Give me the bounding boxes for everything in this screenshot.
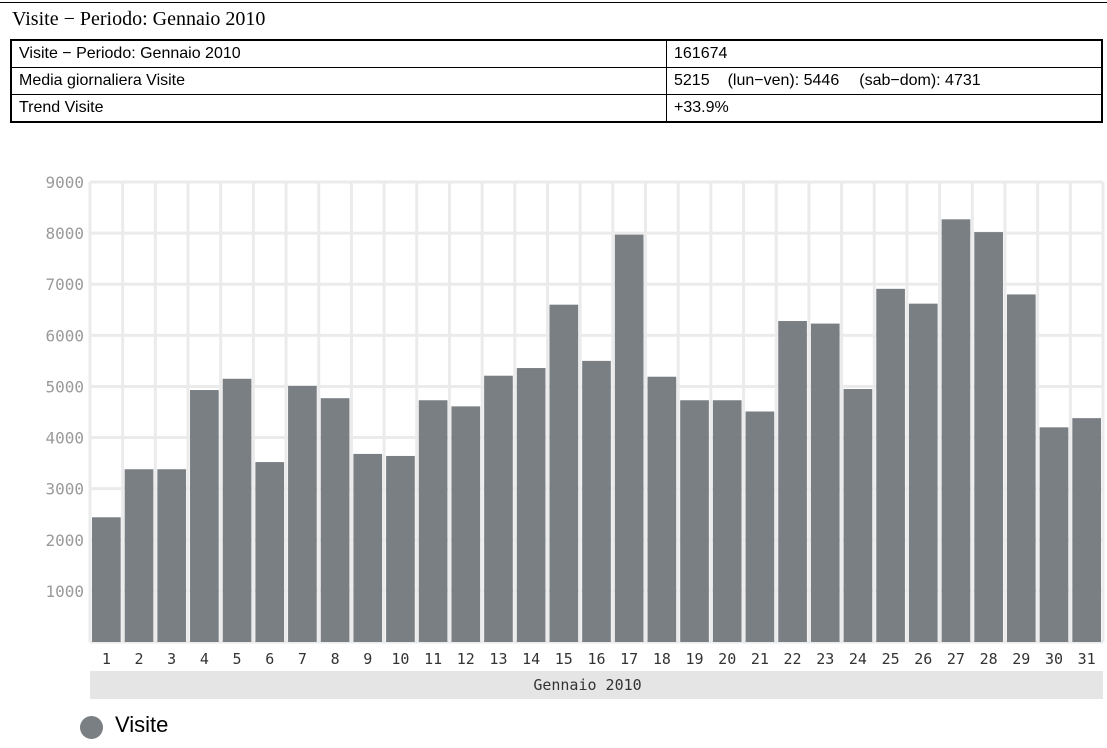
y-tick-label: 5000 <box>45 377 84 396</box>
average-weekday: (lun−ven): 5446 <box>727 72 840 89</box>
bar-27 <box>941 219 971 643</box>
average-cell: 5215 (lun−ven): 5446 (sab−dom): 4731 <box>666 67 1103 95</box>
bar-23 <box>810 323 840 642</box>
bar-30 <box>1039 427 1069 642</box>
bar-8 <box>320 398 350 642</box>
legend-label: Visite <box>115 712 169 737</box>
x-tick-label: 1 <box>102 650 111 668</box>
trend-label: Trend Visite <box>10 94 667 123</box>
y-tick-label: 3000 <box>45 480 84 499</box>
bar-10 <box>386 455 415 642</box>
top-rule <box>0 2 1107 3</box>
x-tick-label: 5 <box>233 650 242 668</box>
x-tick-label: 7 <box>298 650 307 668</box>
bar-28 <box>974 232 1003 643</box>
total-label: Visite − Periodo: Gennaio 2010 <box>10 39 667 68</box>
summary-row-trend: Trend Visite +33.9% <box>10 94 1103 123</box>
bar-22 <box>778 321 807 642</box>
x-tick-label: 12 <box>457 650 475 668</box>
bar-3 <box>157 469 187 642</box>
x-tick-label: 11 <box>424 650 442 668</box>
x-tick-label: 28 <box>980 650 998 668</box>
summary-table: Visite − Periodo: Gennaio 2010 161674 Me… <box>10 39 1103 123</box>
bar-17 <box>614 234 644 642</box>
y-tick-label: 7000 <box>45 275 84 294</box>
x-tick-label: 10 <box>391 650 409 668</box>
trend-value: +33.9% <box>666 94 1103 123</box>
y-tick-label: 6000 <box>45 326 84 345</box>
x-tick-label: 17 <box>620 650 638 668</box>
summary-row-average: Media giornaliera Visite 5215 (lun−ven): … <box>10 67 1103 95</box>
bar-1 <box>92 517 121 642</box>
x-tick-label: 2 <box>135 650 144 668</box>
x-tick-label: 31 <box>1078 650 1096 668</box>
x-tick-label: 16 <box>587 650 605 668</box>
bar-20 <box>712 400 742 642</box>
average-label: Media giornaliera Visite <box>10 67 667 95</box>
bar-5 <box>222 378 252 642</box>
x-tick-label: 15 <box>555 650 573 668</box>
x-tick-label: 27 <box>947 650 965 668</box>
x-tick-label: 6 <box>265 650 274 668</box>
average-weekend: (sab−dom): 4731 <box>859 72 981 89</box>
x-tick-label: 18 <box>653 650 671 668</box>
bar-9 <box>353 453 383 642</box>
bar-21 <box>745 411 775 642</box>
x-tick-label: 4 <box>200 650 209 668</box>
bar-6 <box>255 462 285 642</box>
x-tick-label: 23 <box>816 650 834 668</box>
bar-16 <box>582 360 611 642</box>
bar-29 <box>1006 294 1036 642</box>
x-tick-label: 24 <box>849 650 867 668</box>
bar-4 <box>190 390 219 642</box>
y-tick-label: 4000 <box>45 429 84 448</box>
x-tick-label: 19 <box>686 650 704 668</box>
x-axis-title: Gennaio 2010 <box>533 676 641 694</box>
bar-13 <box>484 375 513 642</box>
x-tick-label: 22 <box>784 650 802 668</box>
x-tick-label: 3 <box>167 650 176 668</box>
x-axis-title-band <box>90 671 1103 699</box>
bar-25 <box>876 288 905 642</box>
bar-19 <box>680 400 709 642</box>
x-tick-label: 13 <box>489 650 507 668</box>
bar-14 <box>516 368 546 642</box>
bar-24 <box>843 389 873 642</box>
bar-18 <box>647 376 677 642</box>
bar-31 <box>1072 418 1101 642</box>
y-tick-label: 1000 <box>45 582 84 601</box>
x-tick-label: 20 <box>718 650 736 668</box>
x-tick-label: 26 <box>914 650 932 668</box>
bar-7 <box>288 385 317 642</box>
bar-11 <box>418 400 448 642</box>
y-tick-label: 8000 <box>45 224 84 243</box>
x-tick-label: 9 <box>363 650 372 668</box>
legend-swatch <box>80 716 103 739</box>
x-tick-label: 25 <box>882 650 900 668</box>
bar-2 <box>124 469 154 642</box>
x-tick-label: 29 <box>1012 650 1030 668</box>
page-title: Visite − Periodo: Gennaio 2010 <box>12 8 266 30</box>
y-tick-label: 9000 <box>45 173 84 192</box>
bar-12 <box>451 406 481 642</box>
bar-26 <box>908 303 938 642</box>
x-tick-label: 8 <box>331 650 340 668</box>
average-value: 5215 <box>674 72 710 89</box>
bar-15 <box>549 304 579 642</box>
x-tick-label: 21 <box>751 650 769 668</box>
x-tick-label: 14 <box>522 650 540 668</box>
x-tick-label: 30 <box>1045 650 1063 668</box>
y-tick-label: 2000 <box>45 531 84 550</box>
